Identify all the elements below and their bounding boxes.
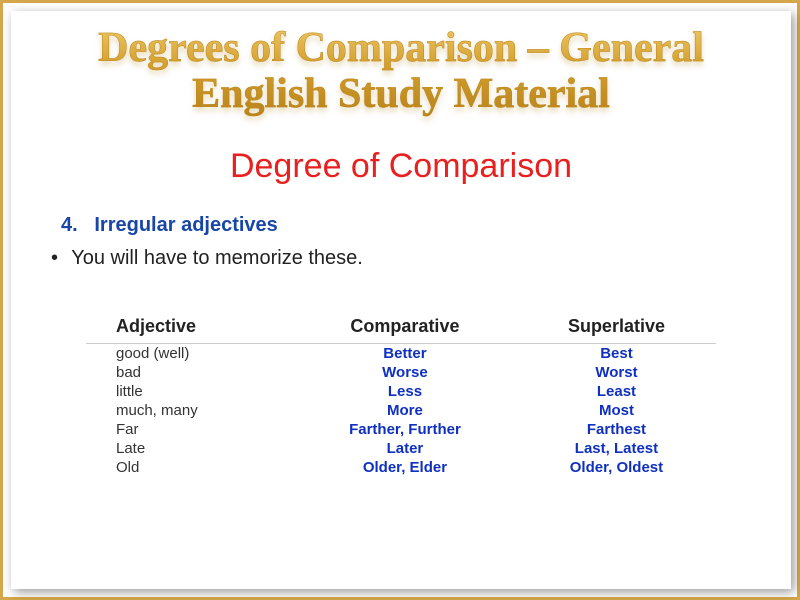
comparison-table-wrap: Adjective Comparative Superlative good (… bbox=[86, 310, 716, 477]
cell-comparative: Farther, Further bbox=[293, 420, 517, 439]
table-body: good (well) Better Best bad Worse Worst … bbox=[86, 344, 716, 478]
cell-superlative: Farthest bbox=[517, 420, 716, 439]
cell-adjective: Old bbox=[86, 458, 293, 477]
header-adjective: Adjective bbox=[86, 310, 293, 344]
cell-adjective: Far bbox=[86, 420, 293, 439]
table-row: bad Worse Worst bbox=[86, 363, 716, 382]
title-line2: English Study Material bbox=[192, 71, 610, 117]
main-title: Degrees of Comparison – General English … bbox=[11, 11, 791, 117]
table-row: good (well) Better Best bbox=[86, 344, 716, 364]
table-header-row: Adjective Comparative Superlative bbox=[86, 310, 716, 344]
title-line1: Degrees of Comparison – General bbox=[98, 25, 704, 71]
table-row: little Less Least bbox=[86, 382, 716, 401]
table-row: Old Older, Elder Older, Oldest bbox=[86, 458, 716, 477]
cell-comparative: Older, Elder bbox=[293, 458, 517, 477]
comparison-table: Adjective Comparative Superlative good (… bbox=[86, 310, 716, 477]
table-row: much, many More Most bbox=[86, 401, 716, 420]
cell-adjective: Late bbox=[86, 439, 293, 458]
section-number: 4. bbox=[61, 214, 78, 236]
cell-adjective: much, many bbox=[86, 401, 293, 420]
bullet-icon: • bbox=[51, 247, 58, 269]
cell-comparative: Less bbox=[293, 382, 517, 401]
header-comparative: Comparative bbox=[293, 310, 517, 344]
cell-adjective: bad bbox=[86, 363, 293, 382]
instruction-line: • You will have to memorize these. bbox=[51, 247, 791, 270]
outer-frame: Degrees of Comparison – General English … bbox=[0, 0, 800, 600]
cell-comparative: More bbox=[293, 401, 517, 420]
cell-superlative: Older, Oldest bbox=[517, 458, 716, 477]
section-label: Irregular adjectives bbox=[94, 214, 277, 236]
cell-comparative: Better bbox=[293, 344, 517, 364]
slide-card: Degrees of Comparison – General English … bbox=[11, 11, 791, 589]
subtitle: Degree of Comparison bbox=[11, 147, 791, 186]
cell-superlative: Least bbox=[517, 382, 716, 401]
cell-comparative: Worse bbox=[293, 363, 517, 382]
cell-superlative: Worst bbox=[517, 363, 716, 382]
table-row: Late Later Last, Latest bbox=[86, 439, 716, 458]
cell-adjective: little bbox=[86, 382, 293, 401]
cell-superlative: Most bbox=[517, 401, 716, 420]
cell-comparative: Later bbox=[293, 439, 517, 458]
cell-superlative: Last, Latest bbox=[517, 439, 716, 458]
instruction-text: You will have to memorize these. bbox=[71, 247, 363, 269]
section-heading: 4. Irregular adjectives bbox=[61, 214, 791, 237]
cell-adjective: good (well) bbox=[86, 344, 293, 364]
table-row: Far Farther, Further Farthest bbox=[86, 420, 716, 439]
cell-superlative: Best bbox=[517, 344, 716, 364]
header-superlative: Superlative bbox=[517, 310, 716, 344]
